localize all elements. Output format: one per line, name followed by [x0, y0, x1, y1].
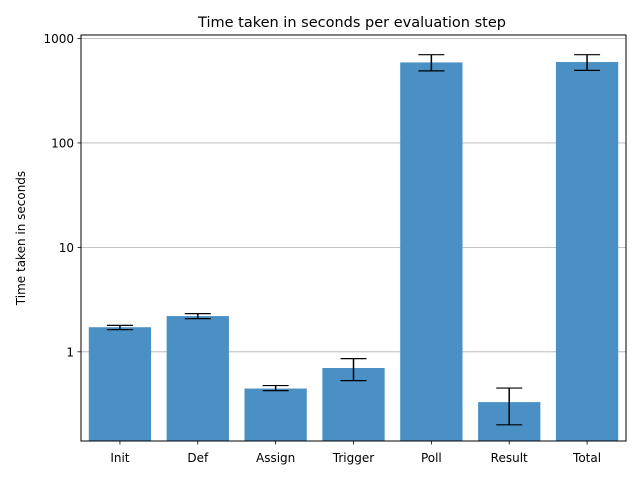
- bars: [88, 62, 619, 441]
- x-tick-label: Init: [110, 451, 129, 465]
- x-tick-label: Result: [491, 451, 528, 465]
- error-bars: [106, 54, 601, 426]
- y-axis-label: Time taken in seconds: [14, 171, 28, 306]
- x-tick-label: Assign: [256, 451, 295, 465]
- bar-init: [88, 327, 152, 441]
- x-tick-label: Poll: [421, 451, 442, 465]
- y-axis-ticks: 1 10 100 1000: [43, 32, 81, 359]
- bar-total: [555, 62, 619, 441]
- y-tick-label: 100: [51, 136, 74, 150]
- y-tick-label: 1: [66, 345, 74, 359]
- bar-def: [166, 316, 229, 441]
- x-tick-label: Def: [187, 451, 209, 465]
- bar-poll: [400, 62, 463, 441]
- x-tick-label: Trigger: [332, 451, 374, 465]
- y-tick-label: 1000: [43, 32, 74, 46]
- grid-lines: [81, 38, 626, 353]
- y-tick-label: 10: [59, 241, 74, 255]
- x-tick-label: Total: [572, 451, 601, 465]
- x-axis-ticks: Init Def Assign Trigger Poll Result Total: [110, 441, 601, 465]
- chart-title: Time taken in seconds per evaluation ste…: [197, 15, 506, 31]
- bar-assign: [244, 388, 307, 441]
